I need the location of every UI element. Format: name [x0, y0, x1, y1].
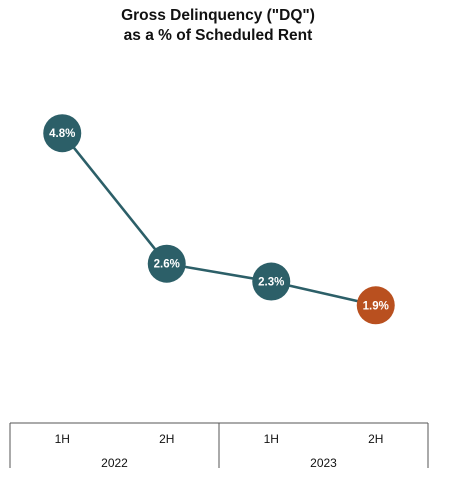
- data-label: 1.9%: [363, 300, 389, 312]
- chart-title-block: Gross Delinquency ("DQ") as a % of Sched…: [0, 6, 436, 46]
- x-tick-label: 2H: [368, 432, 383, 446]
- x-tick-label: 1H: [55, 432, 70, 446]
- x-axis: 1H 2H 1H 2H 2022 2023: [9, 422, 429, 470]
- x-group-label: 2022: [101, 456, 128, 470]
- data-points: 4.8% 2.6% 2.3% 1.9%: [43, 114, 395, 325]
- chart-title: Gross Delinquency ("DQ"): [121, 7, 315, 24]
- data-label: 2.3%: [258, 277, 284, 289]
- chart-subtitle: as a % of Scheduled Rent: [123, 27, 313, 44]
- data-point: [356, 286, 395, 325]
- series-line-layer: [61, 132, 377, 307]
- data-point: [252, 262, 291, 301]
- x-tick-label: 1H: [264, 432, 279, 446]
- x-tick-label: 2H: [159, 432, 174, 446]
- data-point: [43, 114, 82, 153]
- data-label: 4.8%: [49, 128, 75, 140]
- data-label: 2.6%: [154, 259, 180, 271]
- series-line: [61, 132, 377, 307]
- data-point: [147, 244, 186, 283]
- x-group-label: 2023: [310, 456, 337, 470]
